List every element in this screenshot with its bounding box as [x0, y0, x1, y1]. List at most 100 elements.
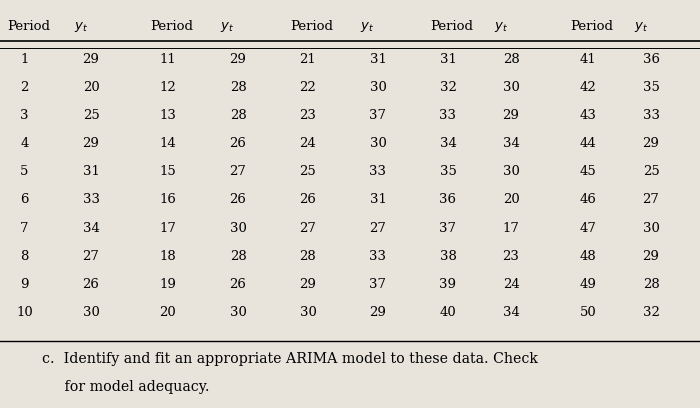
Text: 33: 33	[370, 250, 386, 263]
Text: 30: 30	[300, 306, 316, 319]
Text: 10: 10	[16, 306, 33, 319]
Text: 28: 28	[643, 278, 659, 291]
Text: 25: 25	[300, 165, 316, 178]
Text: Period: Period	[7, 20, 50, 33]
Text: 27: 27	[83, 250, 99, 263]
Text: 18: 18	[160, 250, 176, 263]
Text: 44: 44	[580, 137, 596, 150]
Text: 35: 35	[440, 165, 456, 178]
Text: 25: 25	[643, 165, 659, 178]
Text: 30: 30	[503, 81, 519, 94]
Text: 6: 6	[20, 193, 29, 206]
Text: 28: 28	[300, 250, 316, 263]
Text: 24: 24	[300, 137, 316, 150]
Text: 26: 26	[230, 278, 246, 291]
Text: 27: 27	[230, 165, 246, 178]
Text: 12: 12	[160, 81, 176, 94]
Text: 32: 32	[440, 81, 456, 94]
Text: 29: 29	[300, 278, 316, 291]
Text: 37: 37	[440, 222, 456, 235]
Text: 24: 24	[503, 278, 519, 291]
Text: Period: Period	[150, 20, 193, 33]
Text: 31: 31	[370, 53, 386, 66]
Text: 34: 34	[440, 137, 456, 150]
Text: 36: 36	[643, 53, 659, 66]
Text: 29: 29	[643, 137, 659, 150]
Text: 16: 16	[160, 193, 176, 206]
Text: $y_t$: $y_t$	[494, 20, 508, 33]
Text: 17: 17	[160, 222, 176, 235]
Text: 33: 33	[643, 109, 659, 122]
Text: 1: 1	[20, 53, 29, 66]
Text: 30: 30	[643, 222, 659, 235]
Text: 23: 23	[503, 250, 519, 263]
Text: 29: 29	[503, 109, 519, 122]
Text: 21: 21	[300, 53, 316, 66]
Text: 26: 26	[300, 193, 316, 206]
Text: 17: 17	[503, 222, 519, 235]
Text: 33: 33	[83, 193, 99, 206]
Text: 42: 42	[580, 81, 596, 94]
Text: 29: 29	[83, 137, 99, 150]
Text: 20: 20	[83, 81, 99, 94]
Text: 28: 28	[230, 109, 246, 122]
Text: 27: 27	[370, 222, 386, 235]
Text: 32: 32	[643, 306, 659, 319]
Text: 23: 23	[300, 109, 316, 122]
Text: $y_t$: $y_t$	[220, 20, 234, 33]
Text: 29: 29	[83, 53, 99, 66]
Text: 43: 43	[580, 109, 596, 122]
Text: 28: 28	[230, 250, 246, 263]
Text: 3: 3	[20, 109, 29, 122]
Text: $y_t$: $y_t$	[74, 20, 88, 33]
Text: 20: 20	[503, 193, 519, 206]
Text: 30: 30	[83, 306, 99, 319]
Text: 30: 30	[370, 81, 386, 94]
Text: 30: 30	[503, 165, 519, 178]
Text: 22: 22	[300, 81, 316, 94]
Text: 41: 41	[580, 53, 596, 66]
Text: 5: 5	[20, 165, 29, 178]
Text: 4: 4	[20, 137, 29, 150]
Text: 40: 40	[440, 306, 456, 319]
Text: 33: 33	[370, 165, 386, 178]
Text: 19: 19	[160, 278, 176, 291]
Text: 30: 30	[230, 222, 246, 235]
Text: 20: 20	[160, 306, 176, 319]
Text: 13: 13	[160, 109, 176, 122]
Text: 15: 15	[160, 165, 176, 178]
Text: Period: Period	[290, 20, 333, 33]
Text: 48: 48	[580, 250, 596, 263]
Text: 28: 28	[230, 81, 246, 94]
Text: 46: 46	[580, 193, 596, 206]
Text: 34: 34	[83, 222, 99, 235]
Text: 47: 47	[580, 222, 596, 235]
Text: 37: 37	[370, 278, 386, 291]
Text: 2: 2	[20, 81, 29, 94]
Text: 26: 26	[83, 278, 99, 291]
Text: Period: Period	[430, 20, 473, 33]
Text: 26: 26	[230, 137, 246, 150]
Text: $y_t$: $y_t$	[360, 20, 374, 33]
Text: 29: 29	[370, 306, 386, 319]
Text: for model adequacy.: for model adequacy.	[42, 380, 209, 394]
Text: 7: 7	[20, 222, 29, 235]
Text: 8: 8	[20, 250, 29, 263]
Text: 31: 31	[83, 165, 99, 178]
Text: 27: 27	[300, 222, 316, 235]
Text: 34: 34	[503, 137, 519, 150]
Text: 26: 26	[230, 193, 246, 206]
Text: 35: 35	[643, 81, 659, 94]
Text: 39: 39	[440, 278, 456, 291]
Text: 49: 49	[580, 278, 596, 291]
Text: 36: 36	[440, 193, 456, 206]
Text: 27: 27	[643, 193, 659, 206]
Text: 11: 11	[160, 53, 176, 66]
Text: 9: 9	[20, 278, 29, 291]
Text: 30: 30	[370, 137, 386, 150]
Text: 28: 28	[503, 53, 519, 66]
Text: 37: 37	[370, 109, 386, 122]
Text: $y_t$: $y_t$	[634, 20, 648, 33]
Text: 25: 25	[83, 109, 99, 122]
Text: 31: 31	[370, 193, 386, 206]
